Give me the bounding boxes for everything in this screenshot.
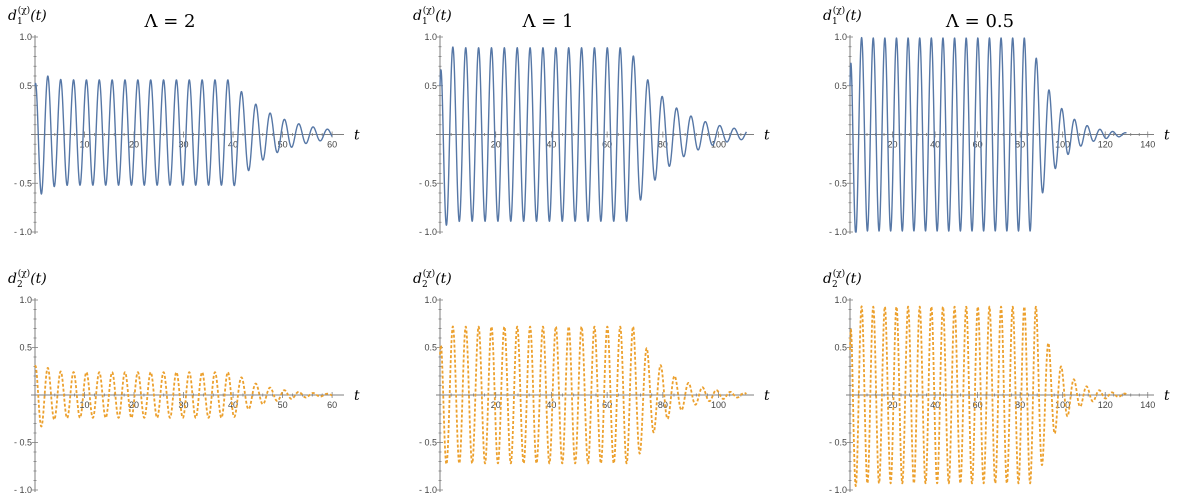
series-line: [34, 75, 333, 195]
x-tick-label: 40: [228, 140, 238, 150]
x-tick-label: 100: [1055, 400, 1070, 410]
x-tick-label: 30: [179, 400, 189, 410]
y-tick-label: - 0.5: [829, 438, 847, 448]
y-axis-label: d1(χ)(t): [823, 5, 862, 27]
y-axis-label: d1(χ)(t): [8, 5, 47, 27]
x-tick-label: 40: [930, 400, 940, 410]
x-tick-label: 50: [278, 140, 288, 150]
x-tick-label: 100: [1055, 140, 1070, 150]
series-line: [849, 305, 1128, 487]
x-tick-label: 60: [327, 140, 337, 150]
panel-title: Λ = 0.5: [945, 11, 1014, 32]
x-tick-label: 120: [1098, 400, 1113, 410]
y-tick-label: - 1.0: [419, 485, 437, 495]
y-tick-label: 1.0: [424, 32, 437, 42]
x-axis-label: t: [354, 388, 360, 404]
x-tick-label: 20: [491, 140, 501, 150]
y-tick-label: - 1.0: [829, 227, 847, 237]
y-tick-label: - 1.0: [14, 227, 32, 237]
y-tick-label: - 1.0: [829, 485, 847, 495]
x-tick-label: 30: [179, 140, 189, 150]
x-tick-label: 140: [1140, 400, 1155, 410]
x-tick-label: 10: [80, 140, 90, 150]
y-tick-label: 0.5: [834, 343, 847, 353]
y-tick-label: 0.5: [834, 81, 847, 91]
x-tick-label: 60: [602, 400, 612, 410]
series-line: [439, 325, 748, 466]
y-axis-label: d1(χ)(t): [413, 5, 452, 27]
x-tick-label: 80: [1015, 400, 1025, 410]
y-axis-label: d2(χ)(t): [8, 268, 47, 290]
x-axis-label: t: [1164, 388, 1170, 404]
y-tick-label: 0.5: [424, 343, 437, 353]
x-tick-label: 60: [327, 400, 337, 410]
panel-title: Λ = 1: [522, 11, 574, 32]
series-line: [439, 46, 748, 226]
y-tick-label: 1.0: [834, 295, 847, 305]
y-tick-label: 0.5: [19, 81, 32, 91]
x-tick-label: 80: [658, 400, 668, 410]
panel-2-3: 20 40 60 80 100 120 140- 1.0- 0.50.51.0td2(χ)(…: [823, 268, 1170, 495]
y-tick-label: - 0.5: [419, 438, 437, 448]
x-tick-label: 50: [278, 400, 288, 410]
x-tick-label: 80: [1015, 140, 1025, 150]
y-tick-label: 1.0: [19, 295, 32, 305]
y-tick-label: - 0.5: [14, 178, 32, 188]
x-tick-label: 40: [546, 140, 556, 150]
x-axis-label: t: [764, 388, 770, 404]
y-tick-label: - 0.5: [419, 178, 437, 188]
y-tick-label: 1.0: [834, 32, 847, 42]
x-tick-label: 100: [711, 140, 726, 150]
panel-1-2: 20 40 60 80 100 - 1.0 - 0.5 0.5 1.0 t d1(χ)(t) Λ = …: [413, 5, 770, 237]
x-tick-label: 60: [973, 140, 983, 150]
x-tick-label: 140: [1140, 140, 1155, 150]
y-axis-label: d2(χ)(t): [823, 268, 862, 290]
x-axis-label: t: [764, 128, 770, 144]
y-tick-label: 0.5: [424, 81, 437, 91]
x-axis-label: t: [354, 128, 360, 144]
y-tick-label: - 0.5: [829, 178, 847, 188]
series-line: [34, 364, 333, 428]
x-tick-label: 80: [658, 140, 668, 150]
x-axis-label: t: [1164, 128, 1170, 144]
y-axis-label: d2(χ)(t): [413, 268, 452, 290]
series-line: [849, 36, 1127, 233]
y-tick-label: 1.0: [19, 32, 32, 42]
y-tick-label: - 0.5: [14, 438, 32, 448]
x-tick-label: 120: [1098, 140, 1113, 150]
x-tick-label: 100: [711, 400, 726, 410]
x-tick-label: 40: [228, 400, 238, 410]
y-tick-label: - 1.0: [419, 227, 437, 237]
y-tick-label: - 1.0: [14, 485, 32, 495]
y-tick-label: 0.5: [19, 343, 32, 353]
x-tick-label: 60: [602, 140, 612, 150]
panel-1-3: 20 40 60 80 100 120 140- 1.0- 0.50.51.0td1(χ)(…: [823, 5, 1170, 237]
x-tick-label: 20: [888, 140, 898, 150]
panel-title: Λ = 2: [144, 11, 196, 32]
y-tick-label: 1.0: [424, 295, 437, 305]
x-tick-label: 60: [973, 400, 983, 410]
x-tick-label: 10: [80, 400, 90, 410]
